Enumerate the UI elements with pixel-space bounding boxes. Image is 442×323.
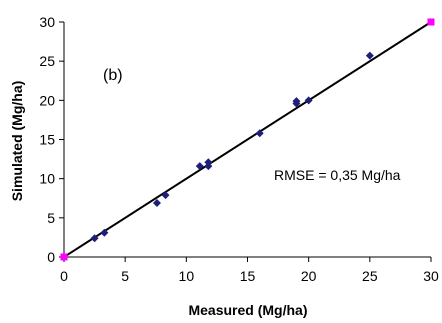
x-tick-label: 0 [60, 268, 68, 284]
x-tick-label: 15 [240, 268, 256, 284]
data-point [304, 96, 313, 105]
data-point [152, 198, 161, 207]
data-point [255, 129, 264, 138]
endpoint-marker [427, 18, 435, 26]
data-point [161, 191, 170, 200]
data-points [60, 18, 435, 261]
x-tick-label: 30 [423, 268, 439, 284]
x-tick-label: 25 [362, 268, 378, 284]
data-point [365, 51, 374, 60]
y-tick-label: 30 [39, 14, 55, 30]
axes: 0 5 10 15 20 25 30 0 5 10 15 20 25 30 [39, 14, 439, 284]
y-tick-label: 0 [47, 249, 55, 265]
endpoint-marker [60, 253, 68, 261]
data-point [90, 234, 99, 243]
data-point [292, 97, 301, 106]
y-axis-title: Simulated (Mg/ha) [9, 81, 25, 202]
y-tick-label: 10 [39, 171, 55, 187]
data-point [204, 158, 213, 167]
x-tick-label: 5 [121, 268, 129, 284]
data-point [100, 228, 109, 237]
x-axis-title: Measured (Mg/ha) [188, 302, 307, 318]
y-tick-label: 25 [39, 53, 55, 69]
rmse-annotation: RMSE = 0,35 Mg/ha [274, 167, 401, 183]
x-tick-label: 10 [179, 268, 195, 284]
y-tick-label: 20 [39, 92, 55, 108]
y-tick-label: 5 [47, 210, 55, 226]
data-point [195, 162, 204, 171]
panel-label: (b) [103, 67, 123, 84]
one-to-one-line [63, 21, 432, 258]
x-tick-label: 20 [301, 268, 317, 284]
y-tick-label: 15 [39, 132, 55, 148]
reference-line-group [63, 21, 432, 258]
